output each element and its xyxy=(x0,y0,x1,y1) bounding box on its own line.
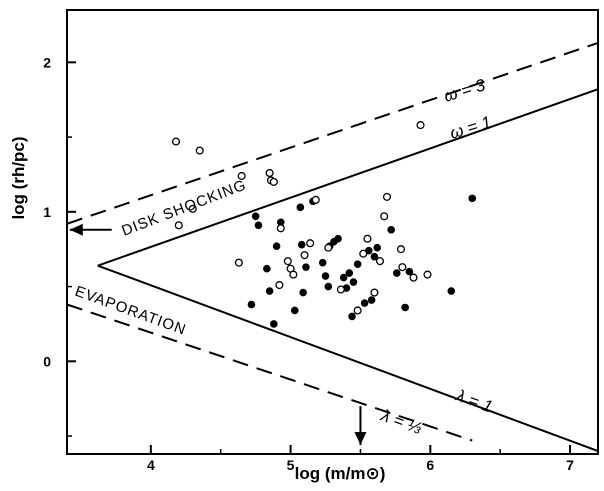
filled-point xyxy=(263,264,271,273)
x-tick-label: 6 xyxy=(426,457,434,473)
line-1 xyxy=(97,88,599,267)
open-point xyxy=(423,270,432,279)
plot-frame xyxy=(66,9,599,455)
open-point xyxy=(336,285,345,294)
filled-point xyxy=(392,269,401,277)
line-2 xyxy=(97,264,599,452)
open-point xyxy=(188,204,197,213)
open-point xyxy=(265,168,274,177)
open-point xyxy=(416,121,425,130)
filled-point xyxy=(318,258,327,267)
filled-point xyxy=(321,272,330,280)
filled-point xyxy=(251,212,260,221)
filled-point xyxy=(339,273,348,282)
open-point xyxy=(306,239,315,248)
filled-point xyxy=(367,296,376,304)
filled-point xyxy=(468,194,477,203)
filled-point xyxy=(270,320,278,328)
open-point xyxy=(234,258,243,267)
open-point xyxy=(283,257,292,266)
filled-point xyxy=(299,288,307,297)
filled-point xyxy=(360,299,369,307)
filled-point xyxy=(334,234,342,243)
filled-point xyxy=(345,269,354,277)
filled-point xyxy=(387,225,395,234)
y-axis-title: log (rh/pc) xyxy=(9,136,28,219)
x-axis-title: log (m/m⊙) xyxy=(295,464,386,483)
x-tick-label: 4 xyxy=(147,457,155,473)
open-point xyxy=(359,249,368,258)
line-3 xyxy=(66,303,473,442)
open-point xyxy=(311,195,320,204)
filled-point xyxy=(324,282,333,291)
filled-point xyxy=(353,260,362,268)
filled-point xyxy=(272,242,281,251)
filled-point xyxy=(265,287,274,295)
filled-point xyxy=(297,240,306,249)
open-point xyxy=(171,137,181,146)
arrows xyxy=(69,223,367,446)
label-omega-3: ω = 3 xyxy=(442,75,488,106)
label-omega-1: ω = 1 xyxy=(448,112,494,142)
arrow-head-1 xyxy=(354,432,367,446)
open-point xyxy=(353,306,362,315)
filled-point xyxy=(247,300,256,309)
open-point xyxy=(370,288,379,297)
open-point xyxy=(174,221,183,230)
filled-point xyxy=(254,221,263,230)
filled-point xyxy=(405,267,414,276)
open-point xyxy=(275,281,284,290)
open-point xyxy=(409,273,418,282)
open-point xyxy=(396,245,406,254)
filled-point xyxy=(401,303,409,312)
open-point xyxy=(324,243,333,252)
filled-point xyxy=(290,306,299,315)
filled-point xyxy=(296,203,305,212)
filled-point xyxy=(302,263,310,271)
y-tick-label: 1 xyxy=(43,204,51,220)
open-point xyxy=(276,224,285,233)
y-tick-label: 2 xyxy=(43,54,51,70)
region-label-disk-shocking: DISK SHOCKING xyxy=(119,176,248,239)
open-point xyxy=(300,251,309,260)
x-tick-label: 5 xyxy=(287,457,295,473)
open-point xyxy=(398,263,407,272)
open-point xyxy=(195,146,204,155)
data-points xyxy=(171,121,477,328)
label-lambda-1: λ = 1 xyxy=(453,386,495,417)
open-point xyxy=(269,177,278,186)
filled-point xyxy=(348,312,356,321)
y-tick-label: 0 xyxy=(43,353,51,369)
x-tick-label: 7 xyxy=(566,457,574,473)
open-point xyxy=(363,234,372,243)
filled-point xyxy=(370,252,379,261)
open-point xyxy=(375,257,385,266)
open-point xyxy=(380,212,389,221)
label-lambda-third: λ = ⅓ xyxy=(378,406,425,439)
open-point xyxy=(237,171,246,180)
arrow-head-0 xyxy=(69,223,83,236)
filled-point xyxy=(349,278,358,286)
open-point xyxy=(382,192,392,201)
line-0 xyxy=(66,41,599,225)
filled-point xyxy=(447,287,456,295)
region-label-evaporation: EVAPORATION xyxy=(73,283,189,339)
model-lines xyxy=(66,41,599,452)
axis-ticks: 4 5 6 7 0 1 2 xyxy=(43,54,574,473)
filled-point xyxy=(373,243,382,252)
open-point xyxy=(289,270,298,279)
